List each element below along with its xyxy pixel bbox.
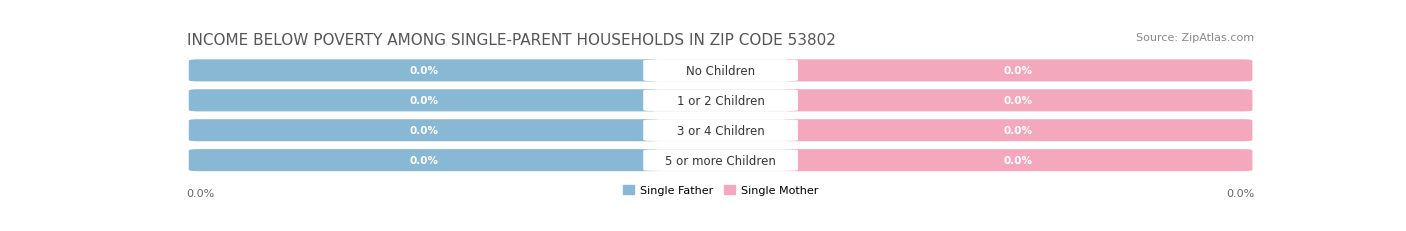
Text: 0.0%: 0.0%	[1002, 66, 1032, 76]
FancyBboxPatch shape	[188, 149, 1253, 171]
FancyBboxPatch shape	[783, 90, 1253, 112]
Text: 0.0%: 0.0%	[409, 96, 439, 106]
FancyBboxPatch shape	[643, 90, 799, 112]
FancyBboxPatch shape	[643, 61, 799, 82]
Text: 0.0%: 0.0%	[1226, 188, 1254, 198]
FancyBboxPatch shape	[783, 149, 1253, 171]
Text: Source: ZipAtlas.com: Source: ZipAtlas.com	[1136, 33, 1254, 43]
Text: 0.0%: 0.0%	[1002, 126, 1032, 136]
FancyBboxPatch shape	[188, 90, 658, 112]
FancyBboxPatch shape	[783, 60, 1253, 82]
Text: INCOME BELOW POVERTY AMONG SINGLE-PARENT HOUSEHOLDS IN ZIP CODE 53802: INCOME BELOW POVERTY AMONG SINGLE-PARENT…	[187, 33, 835, 48]
Text: 0.0%: 0.0%	[409, 66, 439, 76]
Text: No Children: No Children	[686, 65, 755, 78]
Text: 0.0%: 0.0%	[1002, 155, 1032, 165]
FancyBboxPatch shape	[188, 60, 658, 82]
Text: 3 or 4 Children: 3 or 4 Children	[676, 124, 765, 137]
FancyBboxPatch shape	[643, 150, 799, 171]
FancyBboxPatch shape	[188, 120, 1253, 142]
FancyBboxPatch shape	[188, 90, 1253, 112]
Text: 1 or 2 Children: 1 or 2 Children	[676, 94, 765, 107]
Text: 0.0%: 0.0%	[187, 188, 215, 198]
Text: 0.0%: 0.0%	[1002, 96, 1032, 106]
Text: 0.0%: 0.0%	[409, 155, 439, 165]
FancyBboxPatch shape	[643, 120, 799, 141]
FancyBboxPatch shape	[188, 60, 1253, 82]
FancyBboxPatch shape	[188, 149, 658, 171]
Text: 0.0%: 0.0%	[409, 126, 439, 136]
Text: 5 or more Children: 5 or more Children	[665, 154, 776, 167]
FancyBboxPatch shape	[783, 120, 1253, 142]
FancyBboxPatch shape	[188, 120, 658, 142]
Legend: Single Father, Single Mother: Single Father, Single Mother	[619, 181, 823, 200]
